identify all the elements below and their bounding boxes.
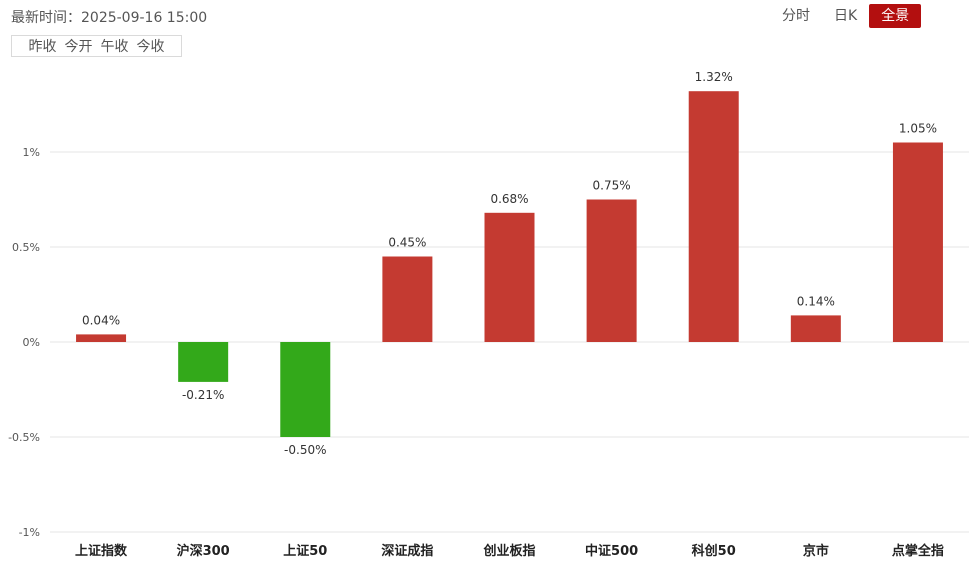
data-label: 0.68% <box>490 192 528 206</box>
category-label: 中证500 <box>585 543 638 559</box>
bars <box>76 91 943 437</box>
labels: 1% 0.5% 0% -0.5% -1% 0.04% 上证指数 -0.21% 沪深300 -0.5… <box>8 70 944 559</box>
category-label: 上证50 <box>283 544 327 559</box>
data-label: 0.75% <box>593 179 631 193</box>
data-label: -0.21% <box>182 388 224 402</box>
y-tick-label: -1% <box>19 526 40 539</box>
bar-3[interactable] <box>382 256 433 343</box>
data-label: 0.04% <box>82 313 120 327</box>
y-tick-label: 1% <box>23 146 40 159</box>
bar-6[interactable] <box>688 91 739 342</box>
data-label: 1.05% <box>899 122 937 136</box>
bar-0[interactable] <box>76 334 127 342</box>
bar-7[interactable] <box>790 315 841 342</box>
data-label: 0.14% <box>797 294 835 308</box>
category-label: 创业板指 <box>482 543 535 559</box>
category-label: 上证指数 <box>75 543 128 559</box>
period-prev-close-button[interactable]: 昨收 <box>28 39 57 55</box>
category-label: 京市 <box>803 543 829 559</box>
y-tick-label: -0.5% <box>8 431 40 444</box>
bar-1[interactable] <box>178 342 229 382</box>
period-close-button[interactable]: 今收 <box>136 39 165 55</box>
bar-4[interactable] <box>484 212 535 342</box>
category-label: 深证成指 <box>381 543 433 559</box>
data-label: 1.32% <box>695 70 733 84</box>
category-label: 科创50 <box>692 543 736 559</box>
tab-daily-k[interactable]: 日K <box>834 8 858 24</box>
bar-5[interactable] <box>586 199 637 343</box>
period-midday-close-button[interactable]: 午收 <box>100 39 129 55</box>
latest-time-label: 最新时间：2025-09-16 15:00 <box>11 10 208 26</box>
y-tick-label: 0% <box>23 336 40 349</box>
y-tick-label: 0.5% <box>12 241 40 254</box>
tab-overview[interactable]: 全景 <box>869 4 922 28</box>
bar-8[interactable] <box>892 142 943 343</box>
view-tabs: 分时 日K 全景 <box>770 4 922 28</box>
data-label: 0.45% <box>388 236 426 250</box>
category-label: 沪深300 <box>177 543 230 559</box>
period-selector: 昨收 今开 午收 今收 <box>11 35 182 57</box>
period-open-button[interactable]: 今开 <box>64 39 93 55</box>
tab-intraday[interactable]: 分时 <box>782 8 810 24</box>
bar-2[interactable] <box>280 342 331 437</box>
category-label: 点掌全指 <box>892 543 944 559</box>
data-label: -0.50% <box>284 443 326 457</box>
